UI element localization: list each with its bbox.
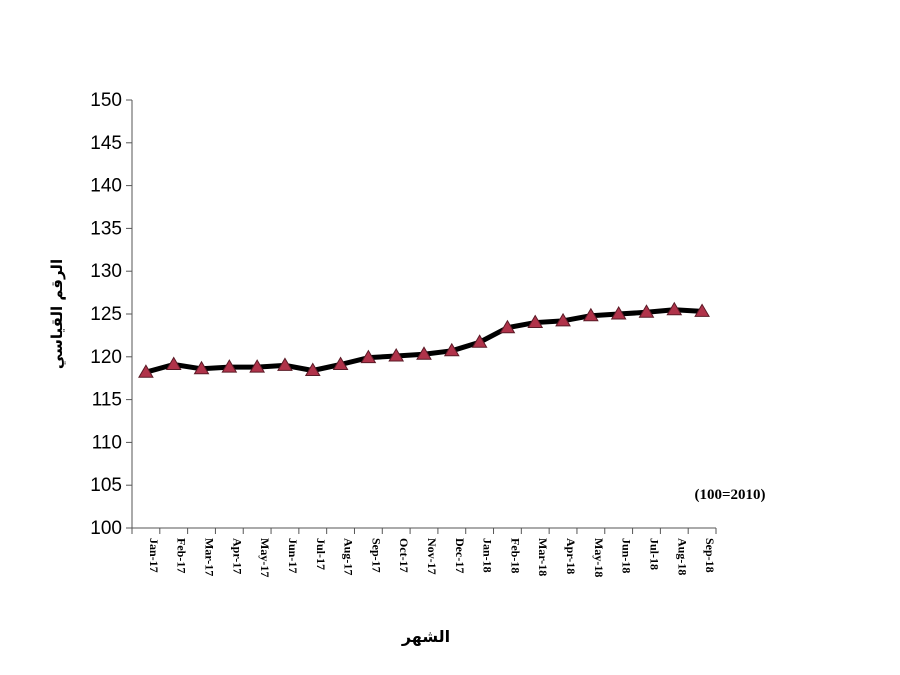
data-point-marker xyxy=(638,304,655,318)
data-point-marker xyxy=(610,306,627,320)
x-tick-label: Feb-18 xyxy=(508,538,522,573)
x-tick-label: Aug-17 xyxy=(342,538,356,575)
data-point-marker xyxy=(138,364,154,378)
x-axis-label: الشهر xyxy=(401,627,450,646)
y-axis-ticks: 100 105 110 115 120 125 130 135 140 145 150 xyxy=(90,90,132,539)
x-tick-label: Apr-17 xyxy=(230,538,244,574)
data-point-marker xyxy=(694,303,710,317)
data-point-marker xyxy=(277,357,293,371)
x-tick-label: Jun-17 xyxy=(286,538,300,573)
data-point-marker xyxy=(193,360,210,375)
data-point-marker xyxy=(332,356,349,371)
x-tick-label: Jun-18 xyxy=(620,538,634,573)
y-tick-label: 100 xyxy=(90,518,122,539)
data-point-marker xyxy=(360,349,377,364)
x-axis-ticks: Jan-17 Feb-17 Mar-17 Apr-17 May-17 Jun-17 Jul-… xyxy=(131,528,717,577)
y-tick-label: 130 xyxy=(90,261,122,282)
x-tick-label: Jan-17 xyxy=(147,538,161,573)
y-tick-label: 140 xyxy=(90,176,122,197)
x-tick-label: Dec-17 xyxy=(453,538,467,573)
x-tick-label: Apr-18 xyxy=(564,538,578,574)
y-tick-label: 135 xyxy=(90,218,122,239)
x-tick-label: May-17 xyxy=(258,538,272,577)
data-point-marker xyxy=(666,301,683,316)
x-tick-label: Aug-18 xyxy=(675,538,689,575)
data-point-marker xyxy=(555,312,571,327)
data-point-marker xyxy=(416,346,432,360)
data-point-marker xyxy=(221,359,238,373)
y-tick-label: 110 xyxy=(92,432,122,453)
x-tick-label: Jan-18 xyxy=(481,538,495,573)
series-index xyxy=(138,301,710,378)
y-axis-label: الرقم القياسي xyxy=(48,259,66,369)
data-point-marker xyxy=(499,319,516,334)
x-tick-label: Jul-18 xyxy=(647,538,661,570)
x-tick-label: Mar-18 xyxy=(536,538,550,576)
data-point-marker xyxy=(582,307,599,322)
data-point-marker xyxy=(388,347,405,362)
data-point-marker xyxy=(527,314,544,329)
data-point-marker xyxy=(443,342,460,357)
x-tick-label: Nov-17 xyxy=(425,538,439,575)
y-tick-label: 150 xyxy=(90,90,122,111)
x-tick-label: May-18 xyxy=(592,538,606,577)
y-tick-label: 115 xyxy=(92,390,122,411)
x-tick-label: Oct-17 xyxy=(397,538,411,573)
y-tick-label: 120 xyxy=(90,347,122,368)
y-tick-label: 105 xyxy=(90,475,122,496)
x-tick-label: Feb-17 xyxy=(175,538,189,573)
base-year-note: (100=2010) xyxy=(694,487,765,503)
data-point-marker xyxy=(304,362,321,376)
x-tick-label: Jul-17 xyxy=(314,538,328,570)
data-point-marker xyxy=(471,334,488,348)
y-tick-label: 145 xyxy=(90,133,122,154)
data-point-marker xyxy=(249,359,266,373)
y-tick-label: 125 xyxy=(90,304,122,325)
x-tick-label: Mar-17 xyxy=(203,538,217,576)
x-tick-label: Sep-18 xyxy=(703,538,717,573)
data-point-marker xyxy=(165,356,182,371)
x-tick-label: Sep-17 xyxy=(369,538,383,573)
